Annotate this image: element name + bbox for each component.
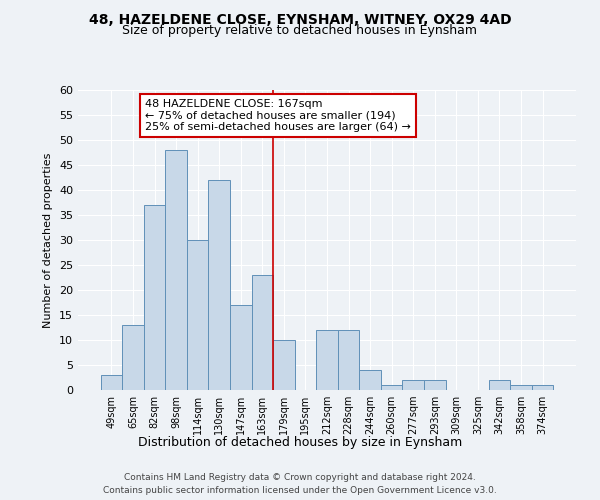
- Bar: [403, 380, 424, 390]
- Bar: [208, 180, 230, 390]
- Bar: [187, 240, 208, 390]
- Text: 48 HAZELDENE CLOSE: 167sqm
← 75% of detached houses are smaller (194)
25% of sem: 48 HAZELDENE CLOSE: 167sqm ← 75% of deta…: [145, 99, 411, 132]
- Bar: [122, 325, 144, 390]
- Bar: [230, 305, 251, 390]
- Text: Size of property relative to detached houses in Eynsham: Size of property relative to detached ho…: [122, 24, 478, 37]
- Bar: [510, 385, 532, 390]
- Text: Contains HM Land Registry data © Crown copyright and database right 2024.: Contains HM Land Registry data © Crown c…: [124, 474, 476, 482]
- Bar: [381, 385, 403, 390]
- Bar: [532, 385, 553, 390]
- Bar: [144, 205, 166, 390]
- Bar: [273, 340, 295, 390]
- Text: Distribution of detached houses by size in Eynsham: Distribution of detached houses by size …: [138, 436, 462, 449]
- Bar: [101, 375, 122, 390]
- Text: Contains public sector information licensed under the Open Government Licence v3: Contains public sector information licen…: [103, 486, 497, 495]
- Bar: [424, 380, 446, 390]
- Bar: [359, 370, 381, 390]
- Bar: [316, 330, 338, 390]
- Bar: [338, 330, 359, 390]
- Bar: [166, 150, 187, 390]
- Text: 48, HAZELDENE CLOSE, EYNSHAM, WITNEY, OX29 4AD: 48, HAZELDENE CLOSE, EYNSHAM, WITNEY, OX…: [89, 12, 511, 26]
- Bar: [251, 275, 273, 390]
- Y-axis label: Number of detached properties: Number of detached properties: [43, 152, 53, 328]
- Bar: [488, 380, 510, 390]
